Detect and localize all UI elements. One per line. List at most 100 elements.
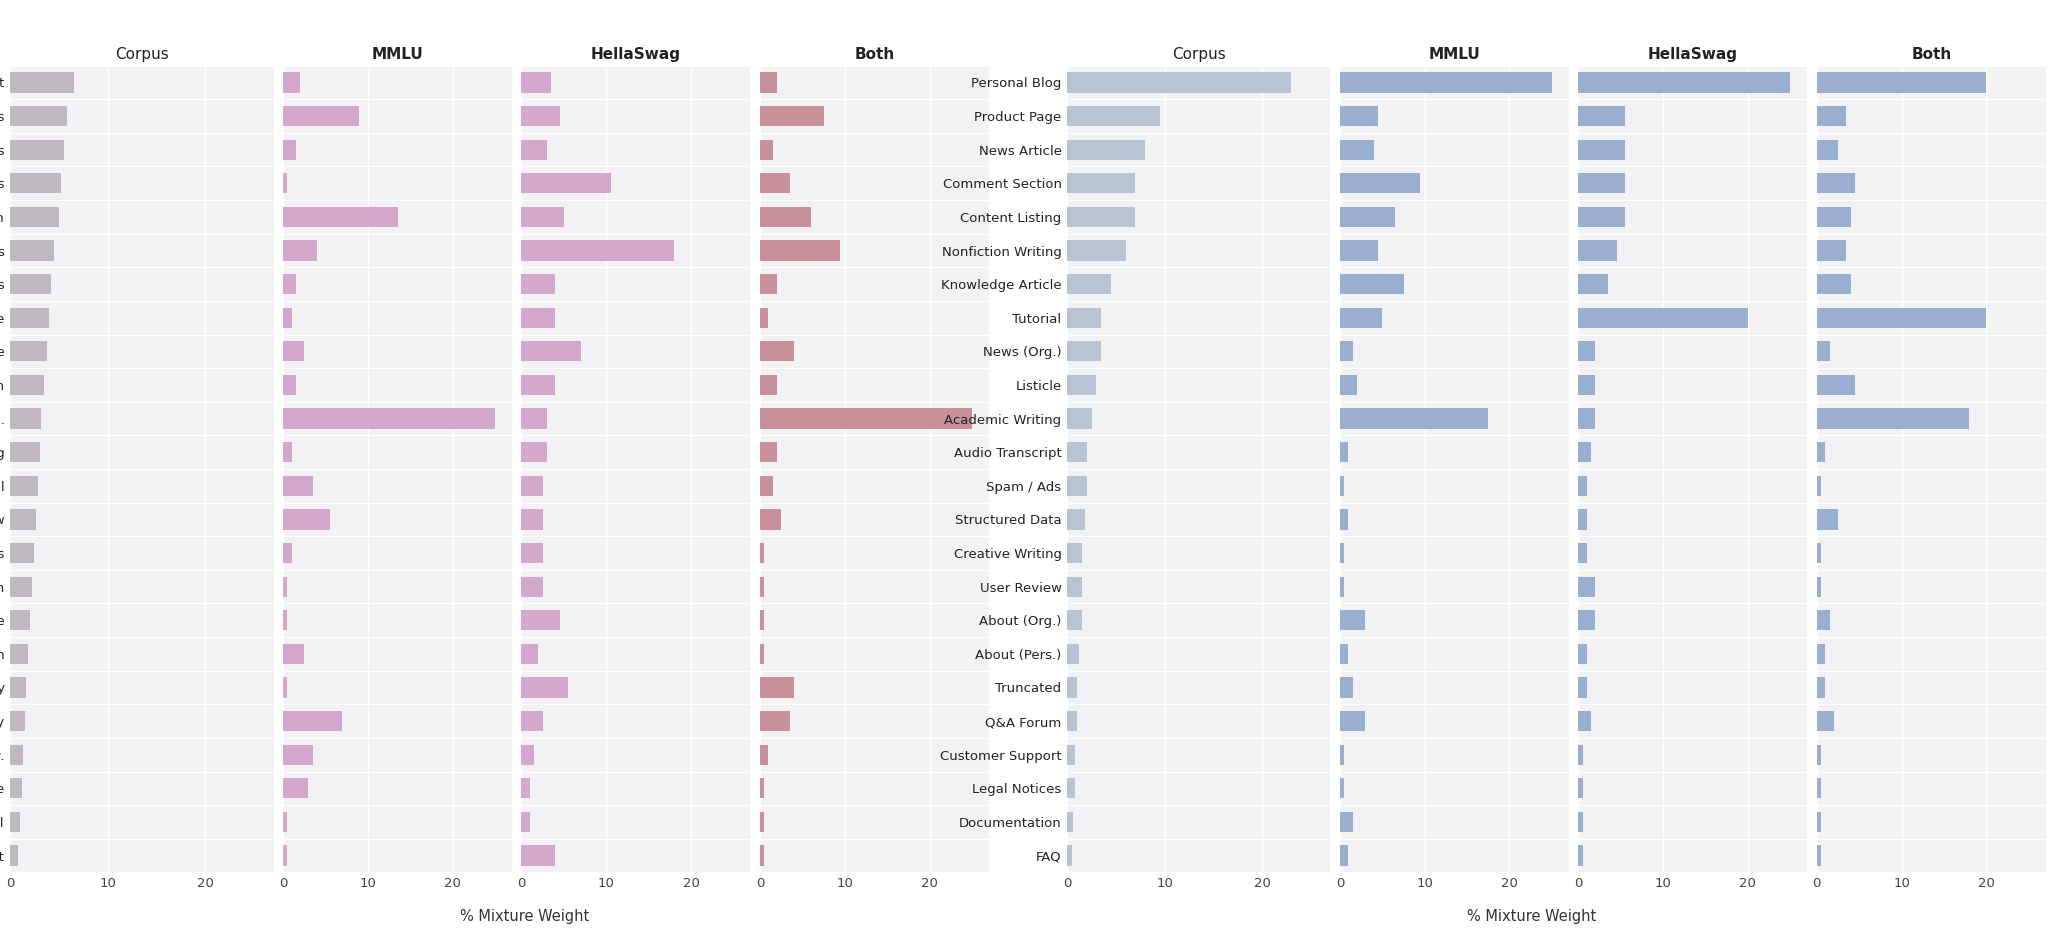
- Bar: [761, 341, 794, 361]
- Bar: [1067, 845, 1071, 866]
- Bar: [522, 643, 539, 664]
- Bar: [1067, 577, 1081, 597]
- Bar: [522, 577, 543, 597]
- Bar: [10, 745, 23, 764]
- Bar: [1341, 845, 1349, 866]
- Bar: [10, 72, 74, 93]
- Bar: [10, 308, 49, 328]
- Bar: [1579, 745, 1583, 764]
- Bar: [1818, 509, 1838, 529]
- Bar: [761, 240, 841, 261]
- Bar: [10, 711, 25, 732]
- Bar: [10, 610, 29, 630]
- Bar: [10, 577, 31, 597]
- Bar: [1579, 140, 1624, 159]
- Bar: [284, 207, 397, 227]
- Bar: [1067, 811, 1073, 832]
- Bar: [10, 442, 39, 462]
- Bar: [1579, 442, 1591, 462]
- Bar: [761, 308, 769, 328]
- Bar: [1579, 409, 1595, 429]
- Bar: [1818, 106, 1846, 127]
- Bar: [284, 677, 288, 698]
- Bar: [761, 577, 765, 597]
- Title: HellaSwag: HellaSwag: [590, 47, 681, 62]
- Bar: [1818, 476, 1822, 496]
- Bar: [1579, 375, 1595, 395]
- Bar: [761, 509, 781, 529]
- Bar: [1067, 140, 1145, 159]
- Bar: [10, 174, 62, 193]
- Bar: [1818, 442, 1826, 462]
- Title: Corpus: Corpus: [115, 47, 169, 62]
- Bar: [1579, 72, 1791, 93]
- Bar: [1341, 643, 1349, 664]
- Bar: [1818, 140, 1838, 159]
- Bar: [10, 140, 64, 159]
- Bar: [284, 779, 308, 798]
- Bar: [1341, 106, 1378, 127]
- Bar: [1067, 610, 1081, 630]
- Bar: [1818, 375, 1855, 395]
- Bar: [284, 442, 292, 462]
- Bar: [1341, 308, 1382, 328]
- Bar: [284, 643, 304, 664]
- Bar: [1341, 341, 1353, 361]
- Bar: [1067, 442, 1088, 462]
- Bar: [284, 476, 313, 496]
- Bar: [761, 442, 777, 462]
- Bar: [761, 677, 794, 698]
- Bar: [1341, 476, 1345, 496]
- Bar: [1579, 610, 1595, 630]
- Bar: [1341, 543, 1345, 563]
- Bar: [10, 274, 51, 295]
- Title: MMLU: MMLU: [372, 47, 424, 62]
- Bar: [284, 174, 288, 193]
- Bar: [1067, 677, 1077, 698]
- Bar: [10, 845, 19, 866]
- Bar: [1067, 543, 1081, 563]
- Bar: [522, 779, 530, 798]
- Bar: [761, 711, 790, 732]
- Bar: [1579, 677, 1587, 698]
- Bar: [1818, 72, 1986, 93]
- Title: MMLU: MMLU: [1429, 47, 1480, 62]
- Bar: [522, 711, 543, 732]
- Bar: [1067, 643, 1079, 664]
- Bar: [1341, 174, 1421, 193]
- Bar: [1341, 72, 1552, 93]
- Bar: [10, 476, 37, 496]
- Bar: [1818, 610, 1830, 630]
- Bar: [284, 509, 329, 529]
- Bar: [1818, 240, 1846, 261]
- Bar: [284, 711, 343, 732]
- Bar: [522, 509, 543, 529]
- Bar: [1579, 308, 1748, 328]
- Bar: [1579, 476, 1587, 496]
- Bar: [1579, 577, 1595, 597]
- Text: % Mixture Weight: % Mixture Weight: [1468, 909, 1595, 924]
- Bar: [761, 274, 777, 295]
- Bar: [1579, 845, 1583, 866]
- Bar: [761, 72, 777, 93]
- Bar: [1341, 240, 1378, 261]
- Bar: [522, 308, 555, 328]
- Title: HellaSwag: HellaSwag: [1647, 47, 1737, 62]
- Bar: [284, 274, 296, 295]
- Text: % Mixture Weight: % Mixture Weight: [461, 909, 588, 924]
- Bar: [1818, 274, 1850, 295]
- Bar: [284, 811, 288, 832]
- Bar: [522, 845, 555, 866]
- Bar: [522, 811, 530, 832]
- Bar: [284, 745, 313, 764]
- Bar: [1579, 811, 1583, 832]
- Bar: [1579, 174, 1624, 193]
- Bar: [1579, 779, 1583, 798]
- Bar: [1341, 442, 1349, 462]
- Bar: [1067, 72, 1291, 93]
- Bar: [284, 543, 292, 563]
- Bar: [1067, 779, 1075, 798]
- Bar: [1818, 174, 1855, 193]
- Bar: [761, 845, 765, 866]
- Bar: [1579, 274, 1608, 295]
